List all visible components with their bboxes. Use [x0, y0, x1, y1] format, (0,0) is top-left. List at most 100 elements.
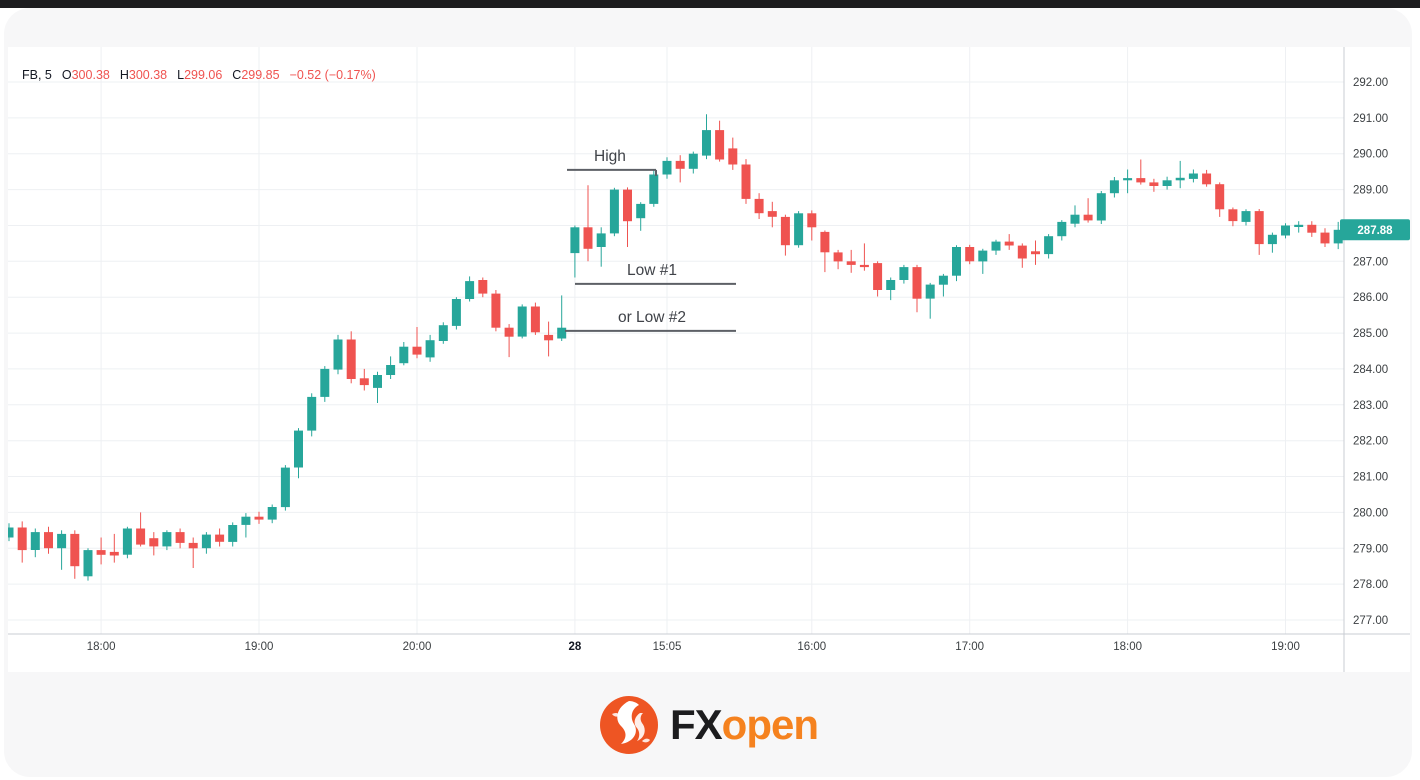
- candle: [952, 245, 961, 282]
- candle: [557, 295, 567, 341]
- time-tick-label: 17:00: [955, 641, 984, 653]
- price-axis[interactable]: 292.00291.00290.00289.00288.00287.00286.…: [1340, 77, 1410, 627]
- candle: [1294, 221, 1304, 233]
- candle: [859, 243, 869, 271]
- candle: [1109, 177, 1119, 198]
- content-card: FB, 5 O300.38 H300.38 L299.06 C299.85 −0…: [4, 8, 1412, 777]
- annotation-label: or Low #2: [618, 309, 686, 326]
- candle: [399, 342, 409, 366]
- candle: [925, 282, 935, 319]
- candle: [544, 321, 554, 357]
- candle: [149, 532, 159, 556]
- candle: [846, 249, 856, 273]
- candle: [451, 297, 461, 330]
- chart-legend: FB, 5 O300.38 H300.38 L299.06 C299.85 −0…: [22, 68, 376, 82]
- candle: [807, 210, 817, 241]
- candle: [1188, 169, 1198, 183]
- candle: [583, 185, 593, 262]
- candle: [44, 526, 53, 554]
- candle: [504, 324, 514, 358]
- time-tick-label: 28: [569, 641, 582, 653]
- time-tick-label: 16:00: [797, 641, 826, 653]
- candle: [754, 193, 764, 219]
- price-tick-label: 292.00: [1353, 77, 1388, 89]
- candle: [1254, 209, 1264, 255]
- logo-fx: FX: [670, 701, 723, 748]
- candle: [1215, 182, 1225, 217]
- candle: [675, 155, 685, 183]
- candle: [741, 159, 751, 204]
- candle: [1096, 191, 1106, 224]
- candle: [1070, 205, 1080, 228]
- candle: [320, 366, 330, 402]
- time-axis[interactable]: 18:00 19:00 20:00 28 15:05 16:00 17:00 18:00 19:…: [87, 641, 1300, 653]
- fxopen-logo-text: FXopen: [670, 701, 819, 748]
- candle: [649, 169, 659, 207]
- price-tick-label: 278.00: [1353, 579, 1388, 591]
- candle: [728, 137, 738, 170]
- candle: [491, 290, 501, 332]
- candle: [83, 548, 93, 581]
- candle: [530, 302, 540, 335]
- legend-low: L299.06: [177, 68, 223, 82]
- candle: [1123, 169, 1133, 194]
- candle: [215, 528, 225, 547]
- candle: [373, 371, 382, 403]
- candle: [1083, 198, 1093, 223]
- candle: [136, 512, 146, 547]
- price-tick-label: 284.00: [1353, 364, 1388, 376]
- candle: [1320, 228, 1330, 247]
- candle: [280, 465, 290, 511]
- chart-panel: FB, 5 O300.38 H300.38 L299.06 C299.85 −0…: [8, 47, 1410, 672]
- candle: [70, 530, 80, 579]
- candlestick-chart[interactable]: High Low #1 or Low #2 292.00 291.00 290.00 289…: [8, 47, 1410, 672]
- time-tick-label: 18:00: [1113, 641, 1142, 653]
- candle: [57, 530, 67, 570]
- price-tick-label: 280.00: [1353, 507, 1388, 519]
- candle: [346, 331, 356, 384]
- candle: [1136, 159, 1146, 185]
- candle: [228, 522, 238, 547]
- candle: [17, 521, 27, 563]
- legend-change: −0.52 (−0.17%): [289, 68, 376, 82]
- candle: [794, 211, 804, 248]
- candle: [465, 276, 475, 302]
- price-tick-label: 291.00: [1353, 113, 1388, 125]
- annotation-label: Low #1: [627, 262, 677, 279]
- time-tick-label: 19:00: [1271, 641, 1300, 653]
- candle: [978, 248, 988, 274]
- candle: [1162, 176, 1172, 190]
- candle: [438, 322, 448, 344]
- candle: [1228, 207, 1238, 227]
- candle: [109, 533, 119, 563]
- candle: [188, 537, 198, 568]
- candle: [1241, 209, 1251, 226]
- candle: [241, 513, 251, 538]
- candle: [1281, 223, 1290, 239]
- candle: [780, 214, 790, 256]
- candle: [1044, 234, 1054, 259]
- candle: [1267, 232, 1277, 253]
- candle: [1031, 240, 1040, 265]
- candle: [596, 227, 606, 267]
- candle: [1307, 221, 1317, 237]
- candle: [122, 526, 132, 559]
- candle: [662, 157, 672, 179]
- candle: [570, 225, 580, 278]
- candle: [1004, 234, 1014, 250]
- last-price-tag: 287.88: [1340, 219, 1410, 241]
- price-tick-label: 283.00: [1353, 400, 1388, 412]
- candle: [478, 277, 488, 298]
- candle: [201, 532, 211, 554]
- candle: [991, 239, 1001, 255]
- window-top-edge: [0, 0, 1420, 8]
- symbol-name[interactable]: FB, 5: [22, 68, 52, 82]
- candle: [307, 393, 317, 437]
- time-tick-label: 15:05: [653, 641, 682, 653]
- candle: [517, 304, 527, 339]
- price-tick-label: 279.00: [1353, 543, 1388, 555]
- price-tick-label: 282.00: [1353, 436, 1388, 448]
- candle: [1333, 221, 1343, 250]
- logo-open: open: [721, 701, 819, 748]
- candle: [609, 187, 619, 237]
